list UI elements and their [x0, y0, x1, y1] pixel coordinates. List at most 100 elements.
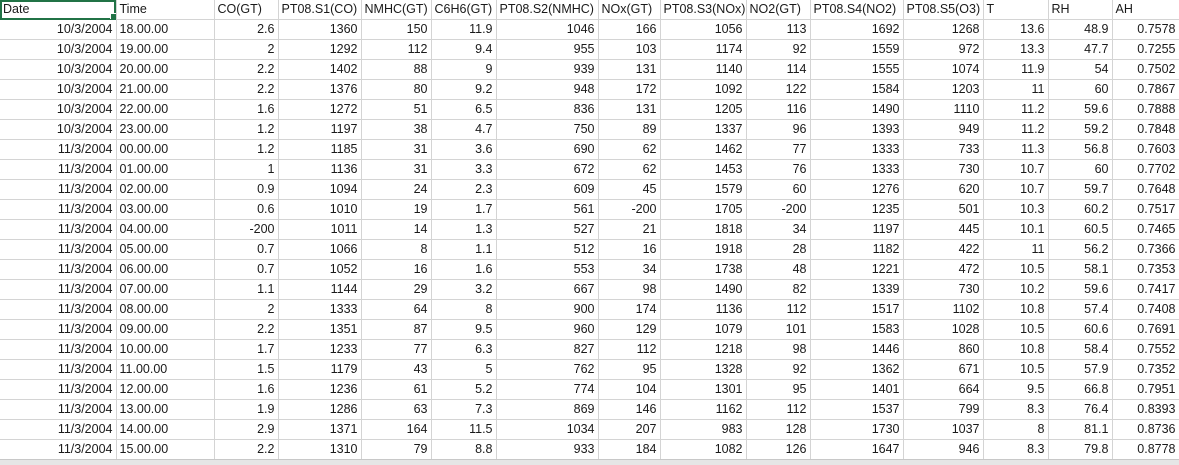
table-cell[interactable]: 04.00.00 — [116, 219, 215, 240]
table-cell[interactable]: 2 — [214, 39, 279, 60]
table-cell[interactable]: 88 — [361, 59, 432, 80]
table-cell[interactable]: 671 — [903, 359, 984, 380]
table-cell[interactable]: 512 — [496, 239, 599, 260]
table-cell[interactable]: 1011 — [278, 219, 362, 240]
table-cell[interactable]: 92 — [746, 359, 811, 380]
table-cell[interactable]: 131 — [598, 99, 661, 120]
table-cell[interactable]: 10/3/2004 — [0, 119, 117, 140]
table-cell[interactable]: 860 — [903, 339, 984, 360]
table-cell[interactable]: 56.8 — [1048, 139, 1113, 160]
table-cell[interactable]: 664 — [903, 379, 984, 400]
table-cell[interactable]: 122 — [746, 79, 811, 100]
table-cell[interactable]: 1559 — [810, 39, 904, 60]
table-cell[interactable]: 11.9 — [983, 59, 1049, 80]
header-cell[interactable]: PT08.S1(CO) — [278, 0, 362, 20]
table-cell[interactable]: 77 — [746, 139, 811, 160]
table-cell[interactable]: 949 — [903, 119, 984, 140]
table-cell[interactable]: 112 — [746, 299, 811, 320]
table-cell[interactable]: 48 — [746, 259, 811, 280]
table-cell[interactable]: -200 — [598, 199, 661, 220]
table-cell[interactable]: 750 — [496, 119, 599, 140]
table-cell[interactable]: 3.6 — [431, 139, 497, 160]
table-cell[interactable]: 6.5 — [431, 99, 497, 120]
table-cell[interactable]: 05.00.00 — [116, 239, 215, 260]
table-cell[interactable]: 9.5 — [431, 319, 497, 340]
header-cell[interactable]: RH — [1048, 0, 1113, 20]
table-cell[interactable]: 11/3/2004 — [0, 159, 117, 180]
table-cell[interactable]: 1.5 — [214, 359, 279, 380]
table-cell[interactable]: 0.8736 — [1112, 419, 1179, 440]
table-cell[interactable]: 57.9 — [1048, 359, 1113, 380]
table-cell[interactable]: 1140 — [660, 59, 747, 80]
table-cell[interactable]: 95 — [598, 359, 661, 380]
table-cell[interactable]: 60.5 — [1048, 219, 1113, 240]
table-cell[interactable]: 146 — [598, 399, 661, 420]
header-cell[interactable]: AH — [1112, 0, 1179, 20]
table-cell[interactable]: 730 — [903, 279, 984, 300]
table-cell[interactable]: 7.3 — [431, 399, 497, 420]
table-cell[interactable]: 0.6 — [214, 199, 279, 220]
table-cell[interactable]: 3.3 — [431, 159, 497, 180]
table-cell[interactable]: 11.9 — [431, 19, 497, 40]
table-cell[interactable]: 1197 — [278, 119, 362, 140]
table-cell[interactable]: 1.6 — [214, 379, 279, 400]
table-cell[interactable]: 63 — [361, 399, 432, 420]
table-cell[interactable]: -200 — [746, 199, 811, 220]
table-cell[interactable]: 972 — [903, 39, 984, 60]
table-cell[interactable]: 101 — [746, 319, 811, 340]
table-cell[interactable]: 57.4 — [1048, 299, 1113, 320]
table-cell[interactable]: 66.8 — [1048, 379, 1113, 400]
table-cell[interactable]: 28 — [746, 239, 811, 260]
table-cell[interactable]: 61 — [361, 379, 432, 400]
table-cell[interactable]: 56.2 — [1048, 239, 1113, 260]
table-cell[interactable]: 1401 — [810, 379, 904, 400]
table-cell[interactable]: 1393 — [810, 119, 904, 140]
table-cell[interactable]: 1272 — [278, 99, 362, 120]
table-cell[interactable]: 92 — [746, 39, 811, 60]
table-cell[interactable]: 0.7691 — [1112, 319, 1179, 340]
table-cell[interactable]: 24 — [361, 179, 432, 200]
table-cell[interactable]: 422 — [903, 239, 984, 260]
table-cell[interactable]: 1 — [214, 159, 279, 180]
table-cell[interactable]: 1066 — [278, 239, 362, 260]
table-cell[interactable]: 11/3/2004 — [0, 419, 117, 440]
table-cell[interactable]: 1462 — [660, 139, 747, 160]
table-cell[interactable]: 59.6 — [1048, 279, 1113, 300]
table-cell[interactable]: 1328 — [660, 359, 747, 380]
table-cell[interactable]: 11/3/2004 — [0, 299, 117, 320]
table-cell[interactable]: 150 — [361, 19, 432, 40]
table-cell[interactable]: 609 — [496, 179, 599, 200]
table-cell[interactable]: 1136 — [660, 299, 747, 320]
table-cell[interactable]: 1.7 — [431, 199, 497, 220]
table-cell[interactable]: 11.00.00 — [116, 359, 215, 380]
table-cell[interactable]: 112 — [746, 399, 811, 420]
table-cell[interactable]: 172 — [598, 79, 661, 100]
table-cell[interactable]: 07.00.00 — [116, 279, 215, 300]
table-cell[interactable]: 34 — [746, 219, 811, 240]
table-cell[interactable]: 1162 — [660, 399, 747, 420]
table-cell[interactable]: 60.6 — [1048, 319, 1113, 340]
table-cell[interactable]: 1647 — [810, 439, 904, 460]
table-cell[interactable]: 0.7408 — [1112, 299, 1179, 320]
table-cell[interactable]: 1579 — [660, 179, 747, 200]
table-cell[interactable]: 11.3 — [983, 139, 1049, 160]
table-cell[interactable]: 799 — [903, 399, 984, 420]
table-cell[interactable]: 59.7 — [1048, 179, 1113, 200]
table-cell[interactable]: 11/3/2004 — [0, 239, 117, 260]
table-cell[interactable]: 11.2 — [983, 99, 1049, 120]
table-cell[interactable]: 1738 — [660, 259, 747, 280]
table-cell[interactable]: 730 — [903, 159, 984, 180]
table-cell[interactable]: 1102 — [903, 299, 984, 320]
table-cell[interactable]: 11/3/2004 — [0, 339, 117, 360]
table-cell[interactable]: 0.7417 — [1112, 279, 1179, 300]
table-cell[interactable]: 1092 — [660, 79, 747, 100]
table-cell[interactable]: 19.00.00 — [116, 39, 215, 60]
table-cell[interactable]: 1351 — [278, 319, 362, 340]
table-cell[interactable]: 19 — [361, 199, 432, 220]
table-cell[interactable]: 114 — [746, 59, 811, 80]
table-cell[interactable]: 946 — [903, 439, 984, 460]
table-cell[interactable]: 164 — [361, 419, 432, 440]
table-cell[interactable]: 1.7 — [214, 339, 279, 360]
table-cell[interactable]: 8.8 — [431, 439, 497, 460]
table-cell[interactable]: 827 — [496, 339, 599, 360]
